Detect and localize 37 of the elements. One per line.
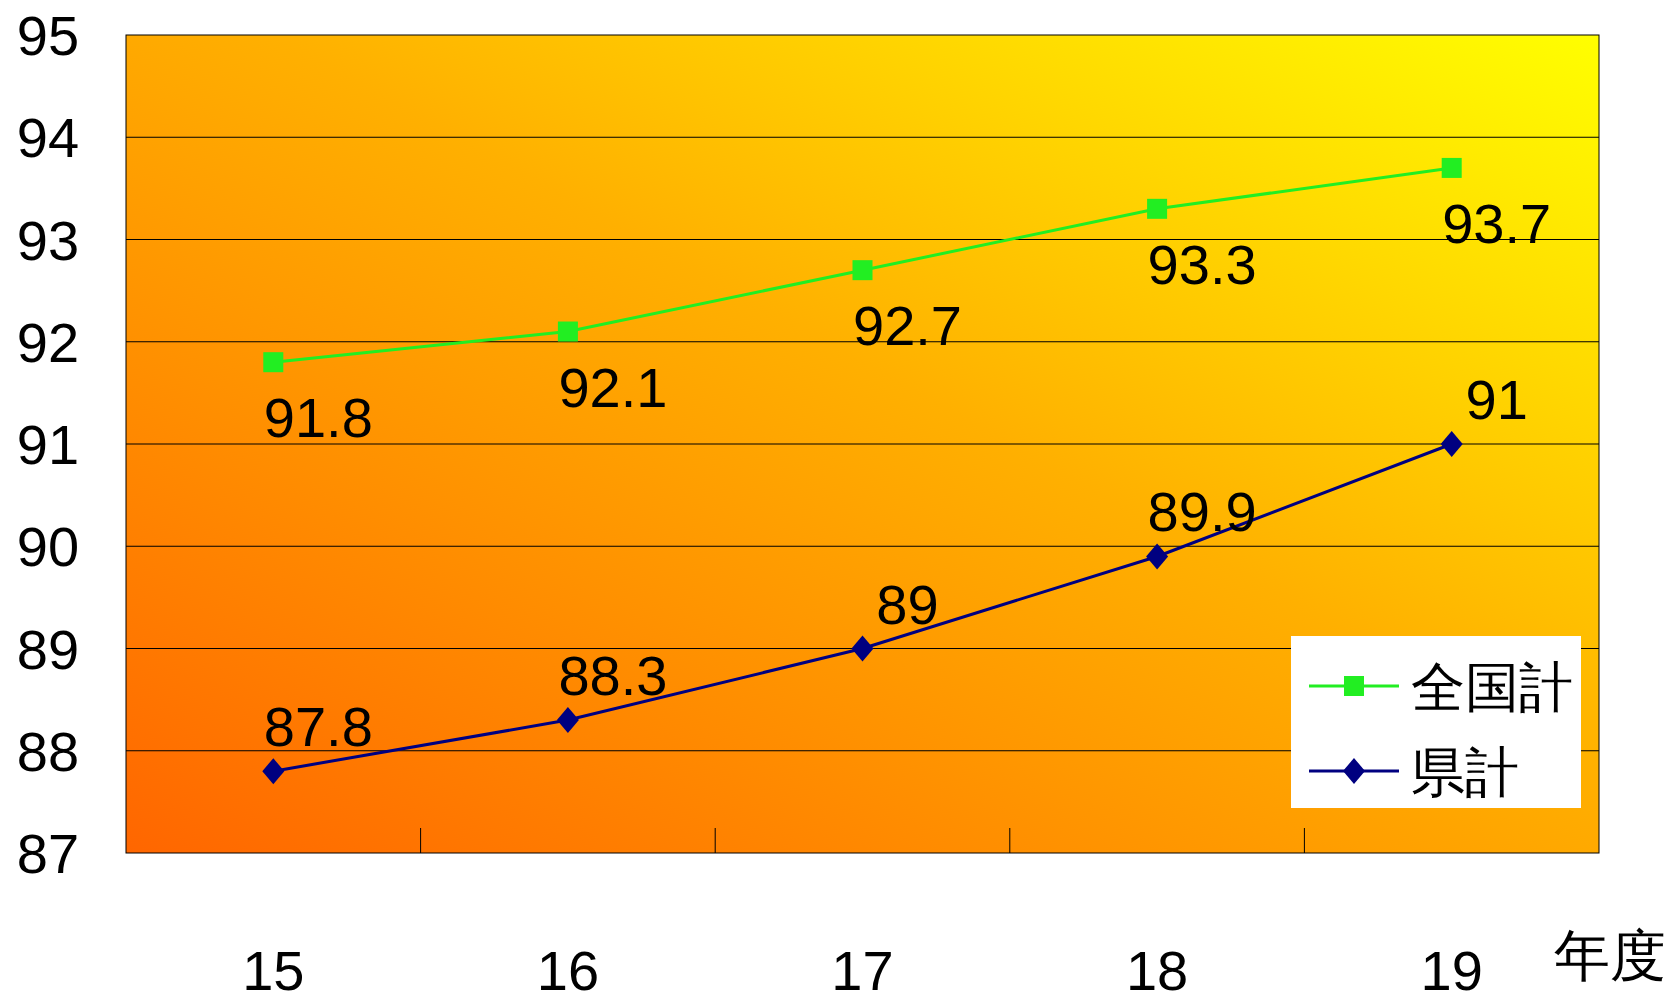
point [1441,157,1462,178]
legend-label: 全国計 [1411,657,1573,717]
data-label: 92.1 [558,355,668,419]
data-label: 88.3 [558,644,668,708]
x-tick-label: 17 [831,939,894,998]
x-axis-title: 年度 [1554,924,1666,987]
point [556,707,579,734]
point [263,352,284,373]
y-tick-label: 89 [16,617,80,681]
x-tick-label: 18 [1125,939,1189,998]
y-tick-label: 93 [16,208,80,272]
data-label: 93.7 [1442,191,1552,255]
y-tick-label: 87 [16,822,80,885]
x-tick-label: 15 [242,939,305,998]
data-label: 93.3 [1147,232,1257,296]
x-tick-label: 16 [536,939,600,998]
y-tick-label: 95 [16,4,80,67]
data-label: 92.7 [853,294,962,358]
data-label: 89.9 [1147,480,1257,544]
legend-label: 県計 [1411,742,1519,802]
point [852,260,873,281]
point [1147,198,1168,219]
data-label: 91.8 [263,386,373,450]
point [262,758,285,785]
y-tick-label: 90 [16,515,80,579]
x-tick-label: 19 [1420,939,1483,998]
point [851,635,874,662]
data-label: 89 [876,572,939,636]
point [1146,543,1169,570]
point [557,321,578,342]
data-label: 91 [1465,368,1528,431]
data-label: 87.8 [263,695,373,759]
y-tick-label: 92 [16,310,80,374]
y-tick-label: 91 [16,413,80,476]
point [1440,431,1463,457]
y-tick-label: 94 [16,106,80,170]
y-tick-label: 88 [16,719,80,783]
